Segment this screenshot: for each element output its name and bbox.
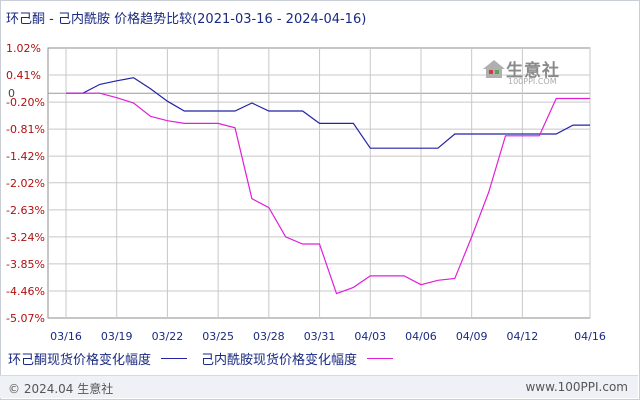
- title-text: 环己酮 - 己内酰胺 价格趋势比较: [6, 12, 193, 27]
- y-tick-label: -2.02%: [6, 177, 45, 190]
- y-tick-label: 1.02%: [6, 42, 41, 55]
- date-range: (2021-03-16 - 2024-04-16): [192, 12, 367, 27]
- x-tick-label: 04/16: [574, 330, 606, 343]
- house-logo-icon: [483, 59, 505, 78]
- footer-link[interactable]: www.100PPI.com: [525, 380, 628, 394]
- zero-label: 0: [8, 87, 15, 100]
- x-tick-label: 04/06: [405, 330, 437, 343]
- logo-url: 100PPI.COM: [508, 77, 557, 86]
- y-tick-label: -4.46%: [6, 285, 45, 298]
- x-tick-label: 03/16: [50, 330, 82, 343]
- y-tick-label: -2.63%: [6, 204, 45, 217]
- legend-label-series-b: 己内酰胺现货价格变化幅度: [201, 353, 358, 368]
- legend-swatch-series-a: [161, 358, 188, 359]
- x-tick-label: 03/25: [202, 330, 234, 343]
- logo-text: 生意社: [506, 61, 560, 81]
- y-tick-label: -3.24%: [6, 231, 45, 244]
- footer-bar: © 2024.04 生意社 www.100PPI.com: [0, 375, 638, 398]
- y-tick-label: -0.81%: [6, 123, 45, 136]
- y-tick-label: -0.20%: [6, 96, 45, 109]
- x-tick-label: 04/09: [456, 330, 488, 343]
- y-tick-label: -1.42%: [6, 150, 45, 163]
- legend-swatch-series-b: [367, 358, 394, 359]
- x-tick-label: 03/31: [304, 330, 336, 343]
- y-tick-label: 0.41%: [6, 69, 41, 82]
- series-line-a: [66, 77, 590, 149]
- legend-label-series-a: 环己酮现货价格变化幅度: [8, 353, 152, 368]
- series-line-b: [66, 92, 590, 295]
- watermark-logo: 生意社 100PPI.COM: [482, 56, 560, 86]
- x-tick-label: 03/19: [101, 330, 133, 343]
- chart-title: 环己酮 - 己内酰胺 价格趋势比较(2021-03-16 - 2024-04-1…: [6, 8, 366, 27]
- x-tick-label: 04/12: [507, 330, 539, 343]
- legend: 环己酮现货价格变化幅度 己内酰胺现货价格变化幅度: [8, 349, 407, 368]
- x-tick-label: 03/28: [253, 330, 285, 343]
- y-tick-label: -3.85%: [6, 258, 45, 271]
- y-tick-label: -5.07%: [6, 312, 45, 325]
- copyright-text: © 2024.04 生意社: [8, 382, 114, 396]
- x-tick-label: 04/03: [354, 330, 386, 343]
- x-tick-label: 03/22: [152, 330, 184, 343]
